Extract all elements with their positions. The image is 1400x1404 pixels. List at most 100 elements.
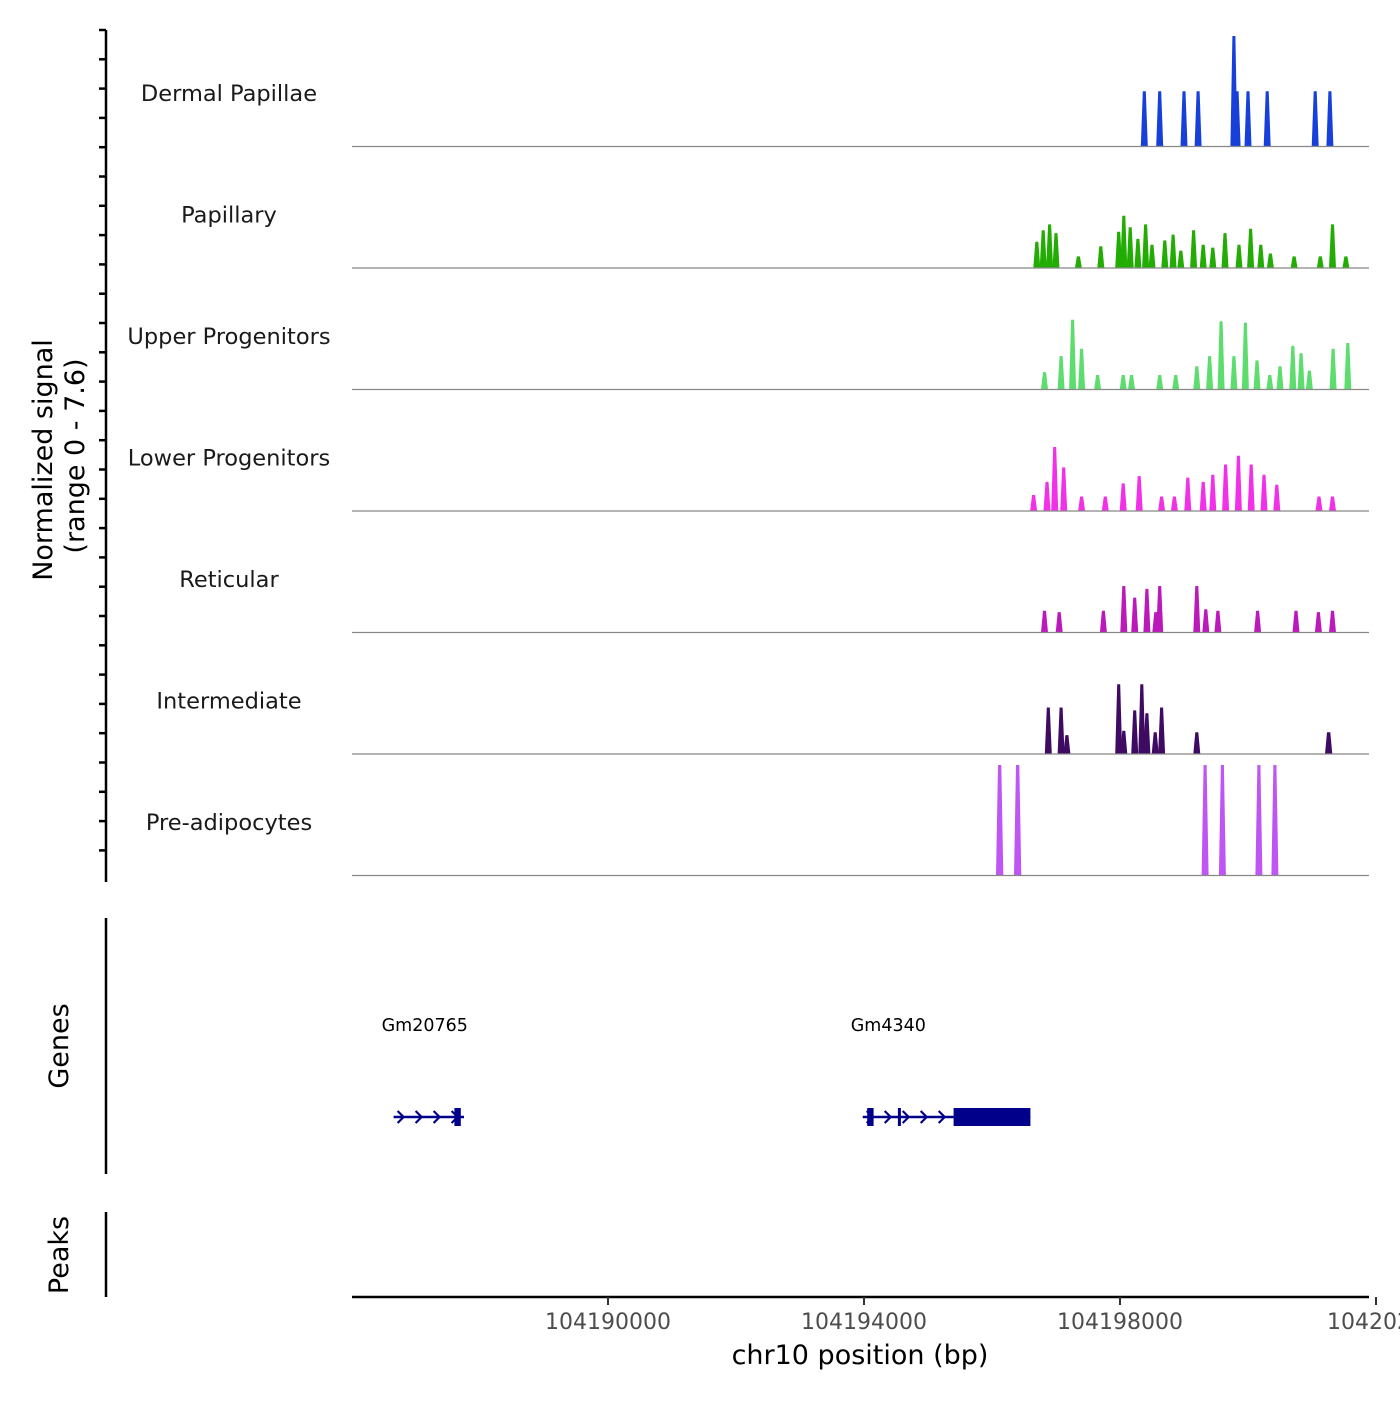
strand-arrow <box>883 1110 893 1124</box>
track-intermediate: Intermediate <box>156 684 1369 755</box>
coverage-peak <box>1329 224 1336 268</box>
coverage-peak <box>1052 233 1060 268</box>
coverage-peak <box>1033 241 1041 268</box>
coverage-peak <box>1120 586 1128 633</box>
coverage-tracks: Dermal Papillae Papillary Upper Progenitor… <box>127 36 1369 877</box>
coverage-peak <box>1325 732 1333 754</box>
coverage-peak <box>1148 244 1156 268</box>
coverage-peak <box>1193 366 1201 390</box>
coverage-peak <box>1051 447 1059 511</box>
gene-track: Gm20765 Gm4340 <box>382 1016 1031 1126</box>
coverage-peak <box>1101 496 1109 511</box>
coverage-peak <box>1158 707 1166 754</box>
coverage-peak <box>1151 732 1159 754</box>
coverage-peak <box>1063 735 1071 754</box>
coverage-peak <box>1234 455 1242 511</box>
genes-axis-title: Genes <box>44 1003 75 1088</box>
track-dermal-papillae: Dermal Papillae <box>141 36 1369 148</box>
coverage-peak <box>1276 366 1284 390</box>
coverage-peak <box>1069 319 1077 390</box>
coverage-peak <box>1257 244 1265 268</box>
coverage-peak <box>1135 476 1143 511</box>
track-papillary: Papillary <box>181 203 1369 269</box>
coverage-peak <box>1194 91 1202 147</box>
coverage-peak <box>1078 348 1086 390</box>
coverage-peak <box>1316 256 1324 268</box>
coverage-peak <box>1172 375 1180 390</box>
gene-label: Gm4340 <box>851 1016 926 1036</box>
coverage-peak <box>1078 496 1086 511</box>
coverage-peak <box>1057 707 1065 754</box>
coverage-peak <box>1199 244 1207 268</box>
x-tick-label: 104194000 <box>801 1310 927 1335</box>
track-reticular: Reticular <box>179 567 1369 634</box>
strand-arrow <box>414 1110 424 1124</box>
coverage-peak <box>1266 375 1274 390</box>
x-axis-title: chr10 position (bp) <box>732 1340 989 1371</box>
coverage-peak <box>1344 343 1352 390</box>
coverage-peak <box>1074 256 1082 268</box>
coverage-peak <box>1222 464 1230 511</box>
track-label: Dermal Papillae <box>141 81 317 107</box>
coverage-peak <box>1131 710 1139 754</box>
coverage-peak <box>1046 224 1054 268</box>
x-tick-label: 104198000 <box>1057 1310 1183 1335</box>
coverage-peak <box>1342 256 1350 268</box>
signal-axis-title-line2: (range 0 - 7.6) <box>60 358 91 553</box>
coverage-peak <box>1138 684 1146 754</box>
coverage-peak <box>1039 230 1047 268</box>
coverage-peak <box>1158 496 1166 511</box>
track-label: Lower Progenitors <box>128 446 330 472</box>
coverage-peak <box>1271 765 1279 876</box>
coverage-peak <box>1314 612 1322 633</box>
strand-arrow <box>937 1110 947 1124</box>
coverage-peak <box>1120 215 1128 268</box>
track-lower-progenitors: Lower Progenitors <box>128 446 1369 512</box>
coverage-peak <box>1134 238 1142 268</box>
strand-arrow <box>919 1110 929 1124</box>
coverage-peak <box>1055 612 1063 633</box>
coverage-peak <box>1099 610 1107 633</box>
coverage-peak <box>1230 356 1238 390</box>
coverage-peak <box>1263 91 1271 147</box>
coverage-peak <box>1329 496 1336 511</box>
coverage-peak <box>1041 610 1048 633</box>
coverage-peak <box>1206 356 1214 390</box>
track-label: Reticular <box>179 567 279 593</box>
track-label: Pre-adipocytes <box>146 810 312 836</box>
coverage-peak <box>1041 372 1048 390</box>
coverage-peak <box>1305 370 1313 390</box>
gene-gm4340: Gm4340 <box>851 1016 1031 1126</box>
coverage-peak <box>1177 250 1185 268</box>
coverage-peak <box>1170 496 1178 511</box>
coverage-peak <box>1273 484 1281 511</box>
coverage-peak <box>1184 477 1192 511</box>
coverage-peak <box>996 765 1004 876</box>
coverage-peak <box>1143 588 1151 633</box>
track-label: Intermediate <box>156 689 301 715</box>
signal-axis-ticks <box>99 28 106 852</box>
coverage-peak <box>1043 481 1051 511</box>
coverage-peak <box>1120 730 1128 754</box>
coverage-peak <box>1193 586 1201 633</box>
coverage-peak <box>1097 246 1105 268</box>
gene-exon <box>897 1108 901 1126</box>
coverage-peak <box>1126 227 1134 268</box>
coverage-peak <box>1247 464 1255 511</box>
coverage-peak <box>1094 375 1102 390</box>
coverage-peak <box>1217 321 1225 390</box>
strand-arrow <box>901 1110 911 1124</box>
coverage-peak <box>1131 597 1139 633</box>
coverage-peak <box>1209 247 1217 268</box>
x-tick-label: 1042020 <box>1327 1310 1400 1335</box>
coverage-peak <box>1156 375 1164 390</box>
track-upper-progenitors: Upper Progenitors <box>127 319 1369 391</box>
strand-arrow <box>432 1110 442 1124</box>
x-tick-label: 104190000 <box>545 1310 671 1335</box>
coverage-peak <box>1044 707 1052 754</box>
coverage-peak <box>1297 353 1305 390</box>
gene-exon <box>454 1108 461 1126</box>
coverage-peak <box>1060 467 1068 511</box>
track-label: Upper Progenitors <box>127 324 330 350</box>
coverage-peak <box>1115 684 1123 754</box>
